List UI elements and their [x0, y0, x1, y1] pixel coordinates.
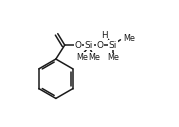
- Text: Me: Me: [123, 34, 135, 43]
- Text: Si: Si: [109, 41, 117, 50]
- Text: Me: Me: [76, 53, 88, 62]
- Text: Si: Si: [85, 41, 93, 50]
- Text: O: O: [75, 41, 82, 50]
- Text: Me: Me: [88, 53, 100, 62]
- Text: H: H: [101, 31, 108, 40]
- Text: O: O: [96, 41, 103, 50]
- Text: Me: Me: [107, 53, 119, 62]
